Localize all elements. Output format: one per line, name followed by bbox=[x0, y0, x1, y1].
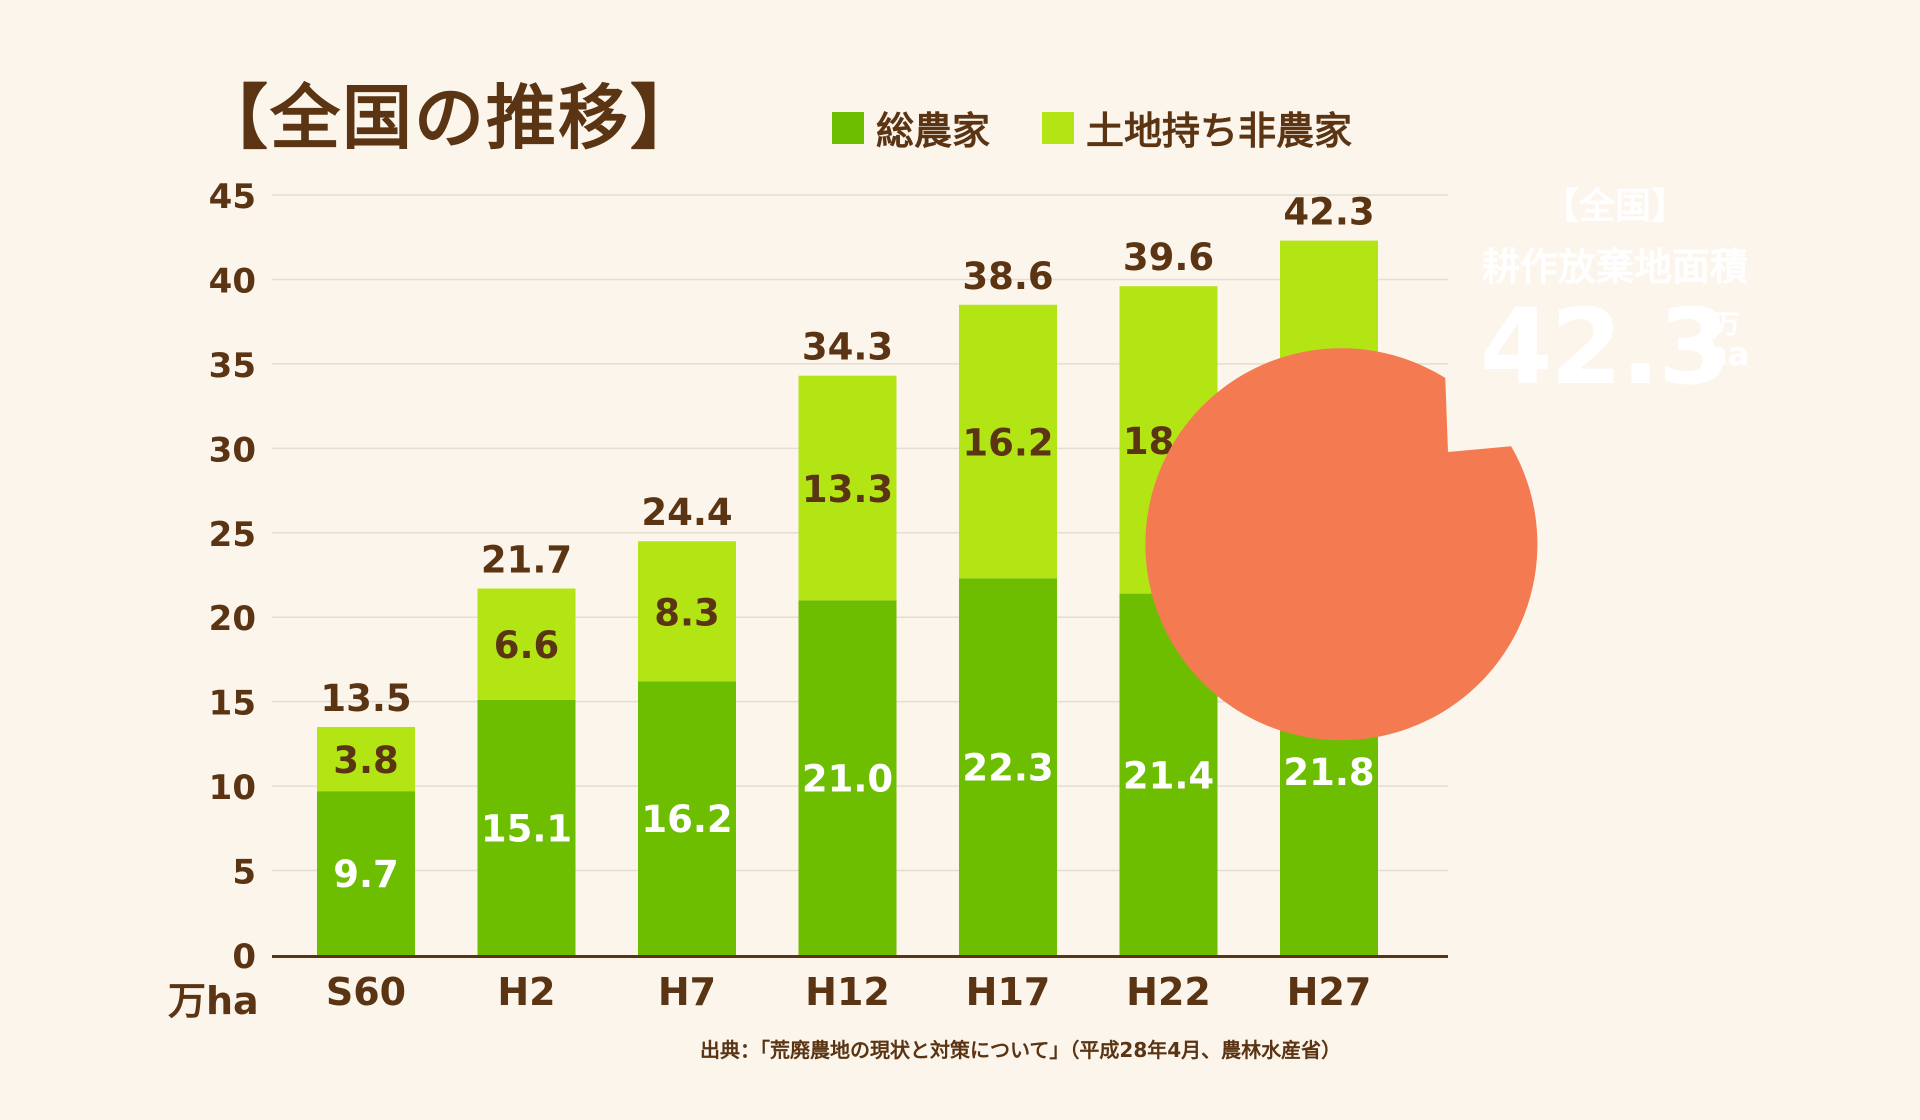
y-tick-label: 15 bbox=[209, 684, 256, 724]
legend-item-2: 土地持ち非農家 bbox=[1042, 100, 1352, 155]
total-value-label: 42.3 bbox=[1283, 191, 1374, 234]
segment-value-label: 9.7 bbox=[333, 853, 399, 896]
x-tick-label: H17 bbox=[966, 970, 1051, 1014]
total-value-label: 34.3 bbox=[802, 326, 893, 369]
segment-value-label: 6.6 bbox=[494, 624, 560, 667]
segment-value-label: 22.3 bbox=[962, 747, 1053, 790]
bar-segment bbox=[317, 791, 415, 955]
bar-segment bbox=[638, 541, 736, 682]
y-tick-label: 45 bbox=[209, 177, 256, 217]
bar-segment bbox=[959, 304, 1057, 579]
y-tick-label: 20 bbox=[209, 599, 256, 639]
segment-value-label: 21.0 bbox=[802, 758, 893, 801]
bar-segment bbox=[317, 727, 415, 792]
chart-title: 【全国の推移】 bbox=[198, 77, 702, 159]
y-tick-label: 5 bbox=[232, 853, 256, 893]
bar-segment bbox=[798, 375, 897, 601]
bar-segment bbox=[959, 578, 1057, 955]
x-tick-label: H27 bbox=[1287, 970, 1372, 1014]
y-axis-ticks: 0 5 10 15 20 25 30 35 40 45 bbox=[209, 177, 256, 977]
total-value-label: 24.4 bbox=[641, 491, 732, 534]
y-tick-label: 0 bbox=[232, 937, 256, 977]
segment-value-label: 13.3 bbox=[802, 468, 893, 511]
source-note: 出典：「荒廃農地の現状と対策について」（平成28年4月、農林水産省） bbox=[700, 1038, 1342, 1062]
segment-value-label: 16.2 bbox=[641, 798, 732, 841]
total-value-label: 13.5 bbox=[320, 677, 411, 720]
total-value-label: 39.6 bbox=[1123, 236, 1214, 279]
bar-segment bbox=[638, 681, 736, 955]
x-tick-label: H22 bbox=[1126, 970, 1211, 1014]
y-tick-label: 10 bbox=[209, 768, 256, 808]
y-tick-label: 25 bbox=[209, 515, 256, 555]
segment-value-label: 16.2 bbox=[962, 422, 1053, 465]
legend-swatch-2 bbox=[1042, 111, 1074, 144]
y-tick-label: 40 bbox=[209, 261, 256, 301]
total-value-label: 21.7 bbox=[481, 539, 572, 582]
legend-swatch-1 bbox=[832, 111, 864, 144]
segment-value-label: 8.3 bbox=[654, 591, 720, 634]
y-axis-unit: 万ha bbox=[168, 979, 259, 1023]
badge-unit-bottom: ha bbox=[1704, 335, 1750, 373]
segment-value-label: 21.8 bbox=[1283, 751, 1374, 794]
segment-value-label: 21.4 bbox=[1123, 754, 1214, 797]
legend-label-1: 総農家 bbox=[876, 109, 991, 153]
badge-line2: 耕作放棄地面積 bbox=[1481, 245, 1748, 289]
bar-segment bbox=[477, 588, 576, 700]
x-tick-label: H12 bbox=[805, 970, 890, 1014]
badge-line1: 【全国】 bbox=[1542, 186, 1687, 227]
total-value-label: 38.6 bbox=[962, 255, 1053, 298]
y-tick-label: 30 bbox=[209, 430, 256, 470]
bar-segment bbox=[798, 600, 897, 955]
bar-segment bbox=[477, 699, 576, 955]
x-tick-label: H7 bbox=[658, 970, 716, 1014]
badge-bubble bbox=[1145, 348, 1538, 741]
segment-value-label: 15.1 bbox=[481, 807, 572, 850]
badge-unit: 万 ha bbox=[1702, 312, 1752, 370]
y-tick-label: 35 bbox=[209, 346, 256, 386]
x-tick-label: H2 bbox=[497, 970, 555, 1014]
legend-item-1: 総農家 bbox=[832, 100, 990, 155]
x-tick-label: S60 bbox=[326, 970, 406, 1014]
segment-value-label: 3.8 bbox=[333, 739, 399, 782]
x-axis-ticks: S60 H2 H7 H12 H17 H22 H27 bbox=[326, 970, 1371, 1014]
badge-unit-top: 万 bbox=[1713, 310, 1740, 340]
legend-label-2: 土地持ち非農家 bbox=[1086, 109, 1353, 153]
badge-value: 42.3 bbox=[1480, 286, 1731, 408]
